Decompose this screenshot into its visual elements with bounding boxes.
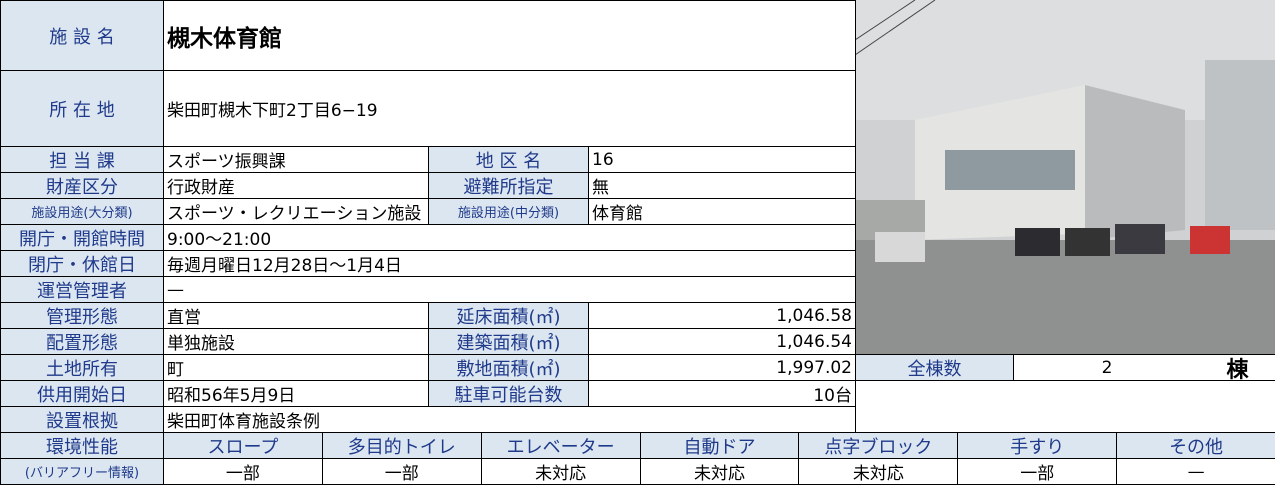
value: 昭和56年5月9日 bbox=[163, 380, 429, 407]
label: 担 当 課 bbox=[0, 146, 164, 173]
item-name: 手すり bbox=[957, 432, 1118, 459]
item-name: 多目的トイレ bbox=[321, 432, 482, 459]
value: 町 bbox=[163, 354, 429, 381]
value: 1,046.58 bbox=[588, 302, 856, 329]
value: 16 bbox=[588, 146, 856, 173]
item-name: その他 bbox=[1116, 432, 1275, 459]
item-name: 自動ドア bbox=[639, 432, 800, 459]
item-value: 一部 bbox=[163, 458, 323, 485]
label: 財産区分 bbox=[0, 172, 164, 199]
value: — bbox=[163, 276, 856, 303]
value: スポーツ振興課 bbox=[163, 146, 429, 173]
value: 10台 bbox=[588, 380, 856, 407]
value: 行政財産 bbox=[163, 172, 429, 199]
label: 地 区 名 bbox=[428, 146, 589, 173]
label: 施設用途(中分類) bbox=[428, 198, 589, 225]
label: 土地所有 bbox=[0, 354, 164, 381]
label: 管理形態 bbox=[0, 302, 164, 329]
item-value: 一部 bbox=[321, 458, 482, 485]
value: 柴田町槻木下町2丁目6−19 bbox=[163, 70, 856, 147]
label: 運営管理者 bbox=[0, 276, 164, 303]
value: 2 bbox=[1013, 354, 1201, 381]
label: 設置根拠 bbox=[0, 406, 164, 433]
label: 建築面積(㎡) bbox=[428, 328, 589, 355]
unit: 棟 bbox=[1200, 354, 1275, 381]
item-value: 一部 bbox=[957, 458, 1118, 485]
item-value: 未対応 bbox=[480, 458, 641, 485]
label: 供用開始日 bbox=[0, 380, 164, 407]
value: 柴田町体育施設条例 bbox=[163, 406, 856, 433]
value: 9:00〜21:00 bbox=[163, 224, 856, 251]
label: 配置形態 bbox=[0, 328, 164, 355]
label: 全棟数 bbox=[855, 354, 1014, 381]
value: 毎週月曜日12月28日〜1月4日 bbox=[163, 250, 856, 277]
value: 無 bbox=[588, 172, 856, 199]
value: 単独施設 bbox=[163, 328, 429, 355]
item-value: 未対応 bbox=[639, 458, 800, 485]
label: 敷地面積(㎡) bbox=[428, 354, 589, 381]
label: 環境性能 bbox=[0, 432, 164, 459]
facility-photo bbox=[855, 0, 1275, 355]
label: 開庁・開館時間 bbox=[0, 224, 164, 251]
item-name: エレベーター bbox=[480, 432, 641, 459]
label: 施 設 名 bbox=[0, 0, 164, 71]
label: (バリアフリー情報) bbox=[0, 458, 164, 485]
item-value: 未対応 bbox=[798, 458, 959, 485]
label: 所 在 地 bbox=[0, 70, 164, 147]
label: 延床面積(㎡) bbox=[428, 302, 589, 329]
value: 1,997.02 bbox=[588, 354, 856, 381]
facility-name: 槻木体育館 bbox=[163, 0, 856, 71]
label: 駐車可能台数 bbox=[428, 380, 589, 407]
value: 体育館 bbox=[588, 198, 856, 225]
label: 施設用途(大分類) bbox=[0, 198, 164, 225]
value: 直営 bbox=[163, 302, 429, 329]
item-name: 点字ブロック bbox=[798, 432, 959, 459]
value: スポーツ・レクリエーション施設 bbox=[163, 198, 429, 225]
label: 閉庁・休館日 bbox=[0, 250, 164, 277]
item-value: — bbox=[1116, 458, 1275, 485]
item-name: スロープ bbox=[163, 432, 323, 459]
label: 避難所指定 bbox=[428, 172, 589, 199]
value: 1,046.54 bbox=[588, 328, 856, 355]
